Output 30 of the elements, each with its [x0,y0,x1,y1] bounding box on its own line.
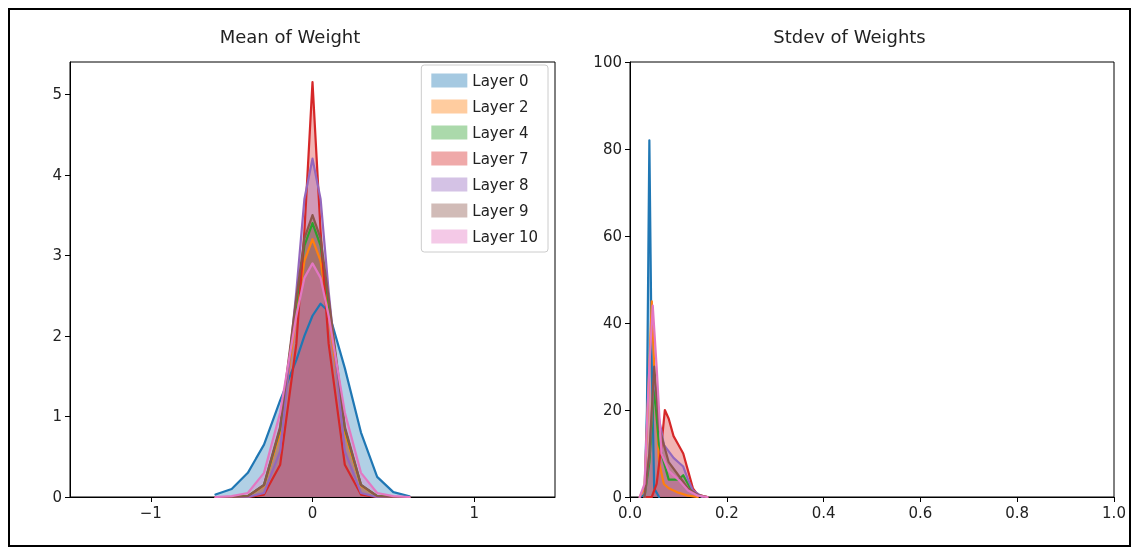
legend-label: Layer 4 [472,123,529,142]
legend-label: Layer 2 [472,97,529,116]
x-tick-label: 1.0 [1102,503,1126,522]
y-tick-label: 4 [52,165,62,184]
x-tick-label: 0.0 [618,503,642,522]
y-tick-label: 60 [602,227,622,245]
y-tick-label: 2 [52,326,62,345]
chart-title: Stdev of Weights [773,25,926,47]
legend-label: Layer 8 [472,175,529,194]
x-tick-label: 0 [307,503,318,522]
legend-label: Layer 7 [472,149,529,168]
y-tick-label: 100 [593,53,622,71]
x-tick-label: 0.2 [714,503,739,522]
legend-label: Layer 10 [472,227,539,246]
y-tick-label: 5 [52,85,62,104]
x-tick-label: 1 [469,503,479,522]
y-tick-label: 20 [602,401,622,419]
y-tick-label: 0 [52,488,62,506]
y-tick-label: 1 [52,407,62,426]
x-tick-label: 0.4 [811,503,836,522]
chart-title: Mean of Weight [219,25,361,47]
y-tick-label: 80 [602,140,622,158]
x-tick-label: 0.8 [1005,503,1030,522]
x-tick-label: 0.6 [908,503,933,522]
y-tick-label: 40 [602,314,622,332]
legend-label: Layer 0 [472,71,529,90]
y-tick-label: 3 [52,246,62,265]
y-tick-label: 0 [612,488,622,506]
legend-label: Layer 9 [472,201,529,220]
x-tick-label: −1 [139,503,162,522]
